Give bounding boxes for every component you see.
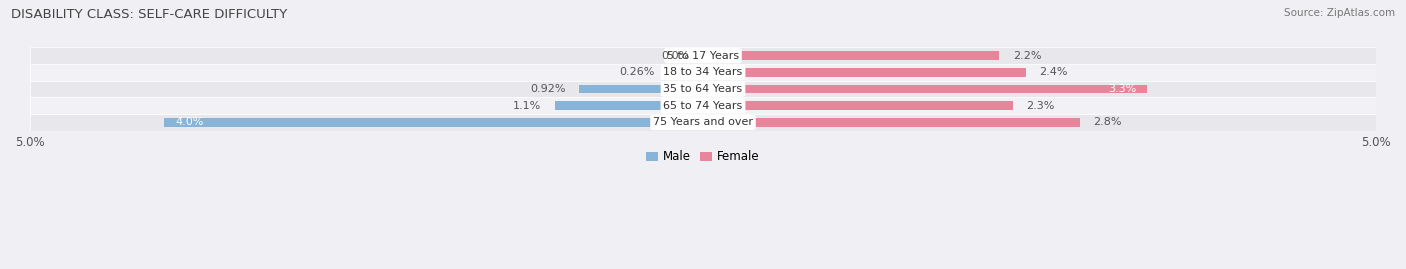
Text: 2.2%: 2.2% [1012, 51, 1042, 61]
Text: 75 Years and over: 75 Years and over [652, 117, 754, 127]
Bar [30, 114, 1376, 131]
Text: 2.3%: 2.3% [1026, 101, 1054, 111]
Bar [30, 64, 1376, 81]
Text: 4.0%: 4.0% [176, 117, 204, 127]
Text: 2.4%: 2.4% [1039, 67, 1069, 77]
Text: 18 to 34 Years: 18 to 34 Years [664, 67, 742, 77]
Text: Source: ZipAtlas.com: Source: ZipAtlas.com [1284, 8, 1395, 18]
Bar [30, 81, 1376, 97]
Bar [703, 51, 1000, 60]
Bar [703, 85, 1147, 93]
Text: 65 to 74 Years: 65 to 74 Years [664, 101, 742, 111]
Bar [703, 118, 1080, 127]
Text: 1.1%: 1.1% [513, 101, 541, 111]
Bar [703, 101, 1012, 110]
Text: 0.0%: 0.0% [661, 51, 689, 61]
Bar [555, 101, 703, 110]
Text: 0.26%: 0.26% [619, 67, 655, 77]
Text: DISABILITY CLASS: SELF-CARE DIFFICULTY: DISABILITY CLASS: SELF-CARE DIFFICULTY [11, 8, 287, 21]
Bar [668, 68, 703, 77]
Text: 0.92%: 0.92% [530, 84, 565, 94]
Bar [30, 97, 1376, 114]
Text: 5 to 17 Years: 5 to 17 Years [666, 51, 740, 61]
Legend: Male, Female: Male, Female [641, 146, 765, 168]
Bar [165, 118, 703, 127]
Bar [30, 47, 1376, 64]
Bar [579, 85, 703, 93]
Bar [703, 68, 1026, 77]
Text: 35 to 64 Years: 35 to 64 Years [664, 84, 742, 94]
Text: 3.3%: 3.3% [1108, 84, 1136, 94]
Text: 2.8%: 2.8% [1094, 117, 1122, 127]
